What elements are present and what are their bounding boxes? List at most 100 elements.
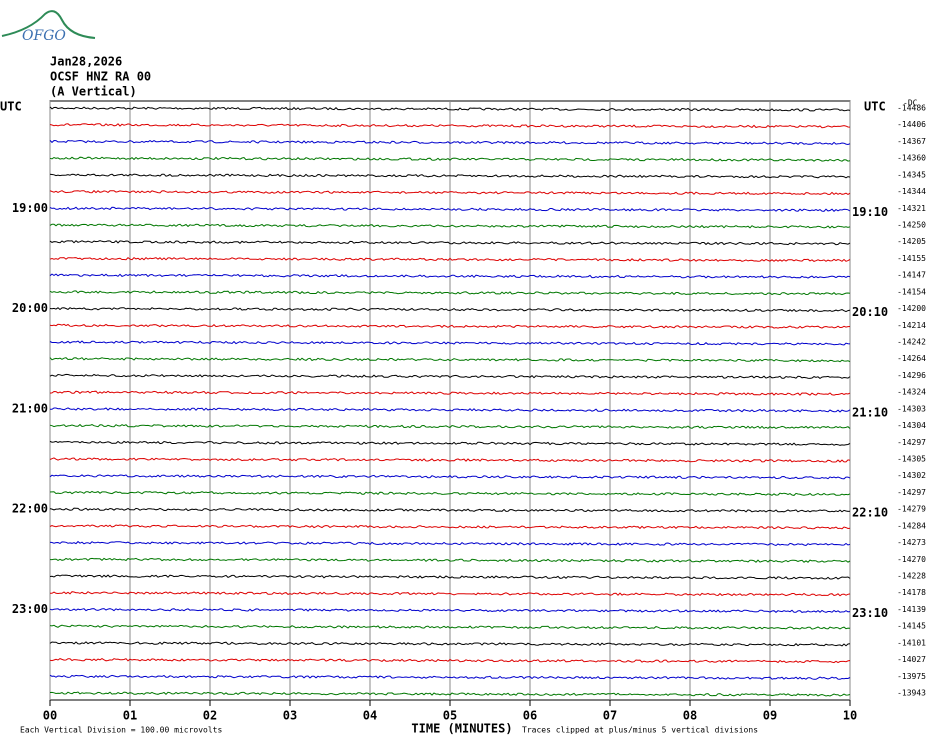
trace [49,691,851,697]
trace-offset: -14139 [897,605,926,614]
trace-offset: -14486 [897,104,926,113]
trace-offset: -14297 [897,438,926,447]
trace-offset: -14296 [897,371,926,380]
trace-offset: -14279 [897,505,926,514]
trace-offset: -14304 [897,421,926,430]
left-hour-label: 22:00 [12,502,48,516]
trace [49,390,851,396]
trace [49,490,851,496]
trace-offset: -14360 [897,154,926,163]
trace [49,323,851,329]
trace [49,189,851,196]
x-tick-label: 08 [683,709,697,723]
right-hour-label: 20:10 [852,305,888,319]
x-tick-label: 09 [763,709,777,723]
trace [49,507,851,513]
trace [49,106,851,112]
trace-offset: -14228 [897,572,926,581]
trace-offset: -14147 [897,271,926,280]
trace-offset: -14367 [897,137,926,146]
trace [49,156,851,162]
trace [49,307,851,313]
trace-offset: -14214 [897,321,926,330]
right-hour-label: 23:10 [852,606,888,620]
trace-offset: -14178 [897,588,926,597]
trace-offset: -14250 [897,221,926,230]
trace [49,540,851,547]
trace [49,290,851,296]
trace-offset: -14205 [897,237,926,246]
trace [49,273,851,279]
left-hour-label: 21:00 [12,401,48,415]
trace [49,407,851,413]
right-hour-label: 22:10 [852,506,888,520]
trace-offset: -14344 [897,187,926,196]
trace [49,423,851,429]
trace-offset: -14297 [897,488,926,497]
trace [49,256,851,262]
trace-offset: -14145 [897,622,926,631]
x-tick-label: 01 [123,709,137,723]
dc-label: -DC [903,99,918,108]
trace [49,474,851,480]
trace [49,658,851,664]
trace-offset: -14302 [897,471,926,480]
station: OCSF HNZ RA 00 [50,70,151,84]
trace-offset: -14264 [897,354,926,363]
trace-offset: -14155 [897,254,926,263]
trace [49,340,851,346]
trace-offset: -14200 [897,304,926,313]
trace-offset: -14284 [897,521,926,530]
x-tick-label: 07 [603,709,617,723]
trace-offset: -14154 [897,287,926,296]
trace-offset: -14273 [897,538,926,547]
logo-mark [1,10,96,39]
trace [49,123,851,129]
trace [50,557,851,563]
trace [49,173,851,179]
trace-offset: -14027 [897,655,926,664]
trace [49,674,851,680]
trace-offset: -14345 [897,170,926,179]
left-hour-label: 23:00 [12,602,48,616]
right-zone: UTC [864,100,886,114]
trace [49,223,851,229]
clip-note: Traces clipped at plus/minus 5 vertical … [522,726,758,735]
trace-offset: -14321 [897,204,926,213]
trace [49,139,851,146]
trace [49,641,851,647]
trace [49,440,851,446]
trace [49,457,851,463]
x-tick-label: 02 [203,709,217,723]
x-tick-label: 00 [43,709,57,723]
x-tick-label: 06 [523,709,537,723]
trace-offset: -14324 [897,388,926,397]
trace [49,524,851,530]
left-zone: UTC [0,100,22,114]
trace [49,206,851,212]
logo: OFGO [22,28,66,44]
trace-offset: -14270 [897,555,926,564]
trace [49,240,851,246]
trace [49,591,851,597]
trace [49,624,851,630]
trace-offset: -14101 [897,638,926,647]
trace [49,608,851,613]
trace-offset: -14305 [897,455,926,464]
trace-offset: -13975 [897,672,926,681]
right-hour-label: 19:10 [852,205,888,219]
x-tick-label: 03 [283,709,297,723]
trace-offset: -13943 [897,689,926,698]
trace-offset: -14406 [897,120,926,129]
x-tick-label: 04 [363,709,377,723]
trace [49,373,851,380]
component: (A Vertical) [50,85,137,99]
right-hour-label: 21:10 [852,405,888,419]
x-axis-title: TIME (MINUTES) [411,722,512,736]
left-hour-label: 20:00 [12,301,48,315]
trace-offset: -14303 [897,404,926,413]
x-tick-label: 05 [443,709,457,723]
scale-note: Each Vertical Division = 100.00 microvol… [20,726,222,735]
date: Jan28,2026 [50,55,122,69]
